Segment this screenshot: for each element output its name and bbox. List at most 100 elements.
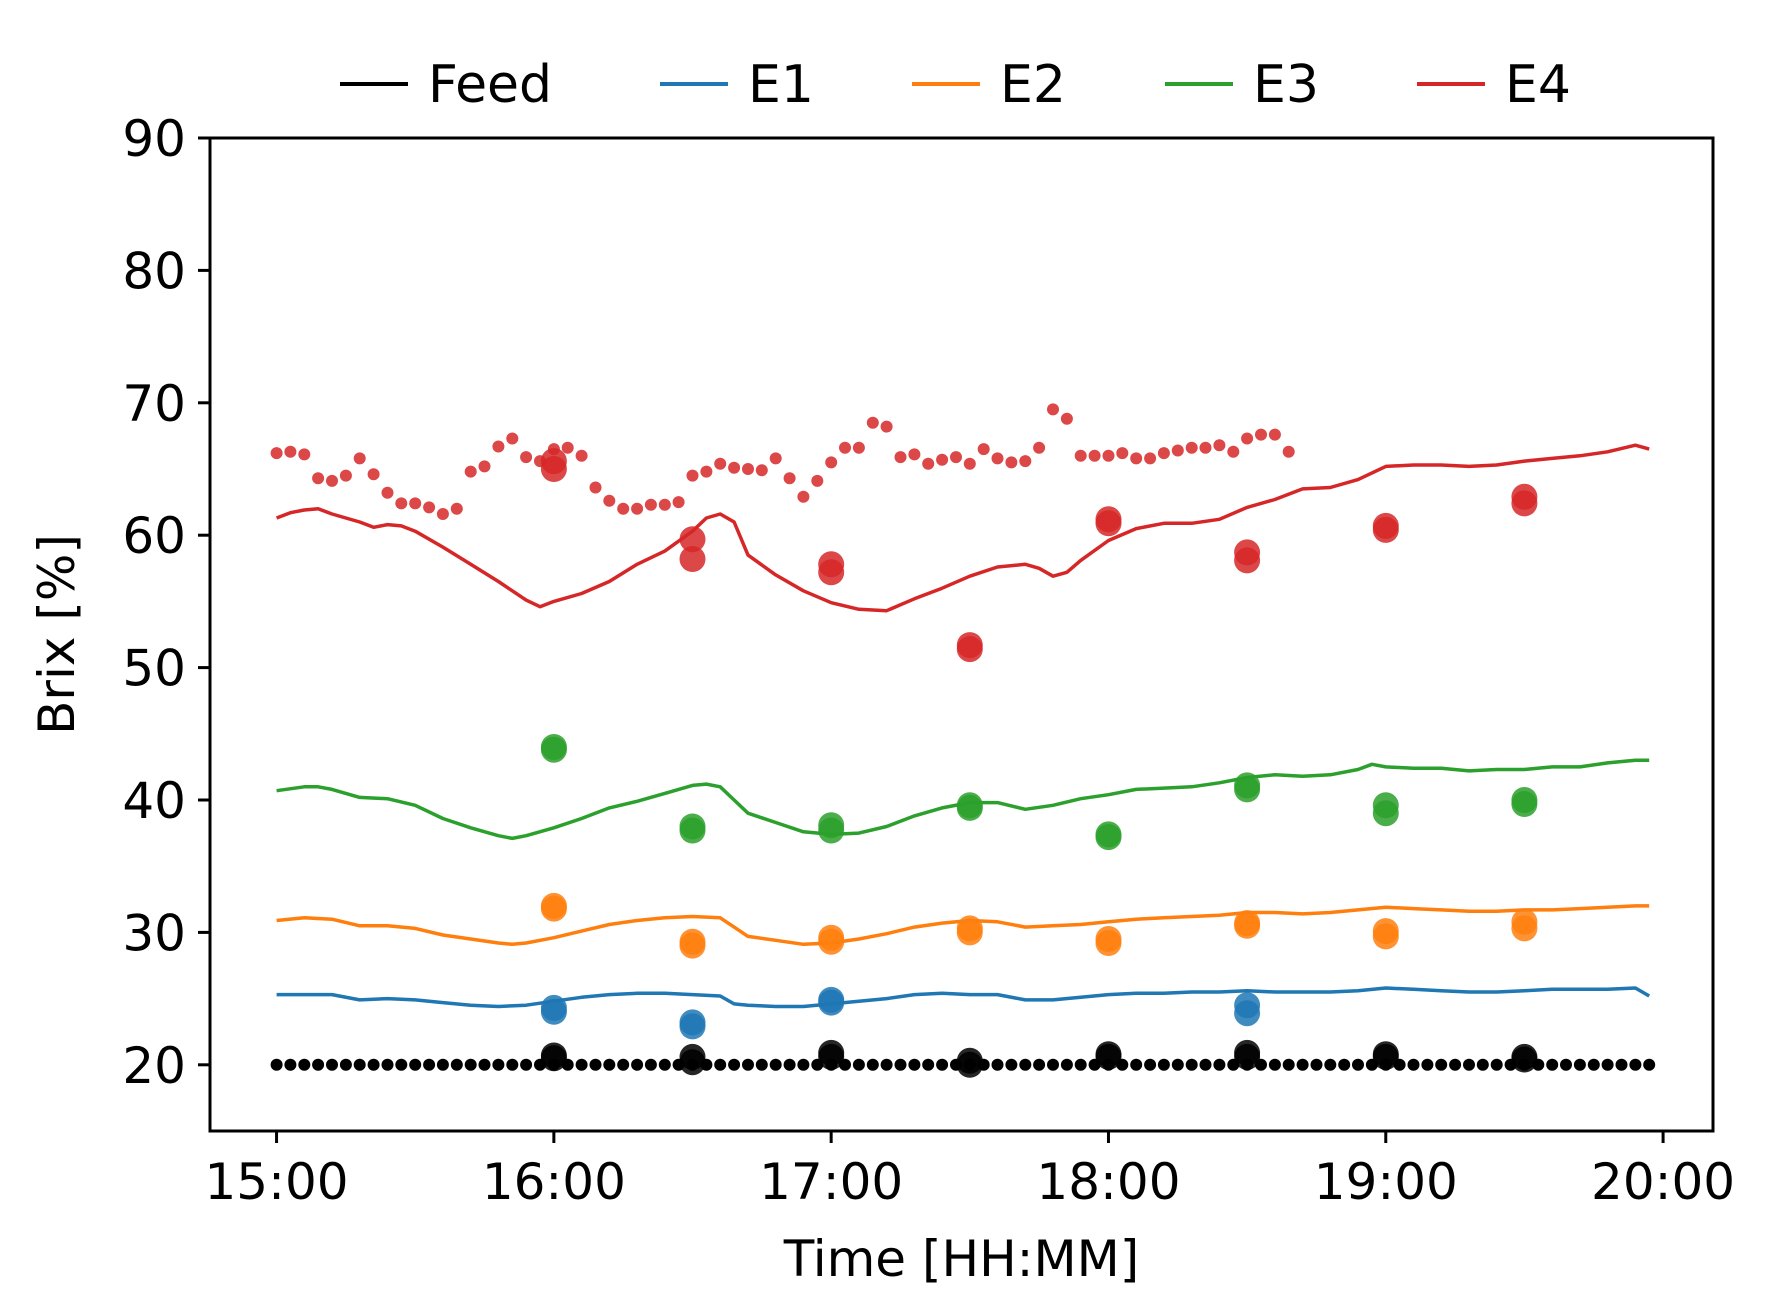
legend-item-e2: E2 bbox=[912, 55, 1066, 115]
setpoint-dot-feed bbox=[617, 1058, 630, 1071]
setpoint-dot-e4 bbox=[1144, 452, 1157, 465]
x-tick-label: 20:00 bbox=[1591, 1153, 1735, 1211]
measurement-point-e4 bbox=[956, 632, 983, 659]
setpoint-dot-feed bbox=[658, 1058, 671, 1071]
setpoint-dot-e4 bbox=[1047, 403, 1059, 416]
setpoint-dot-e4 bbox=[603, 494, 616, 507]
setpoint-dot-feed bbox=[1601, 1058, 1614, 1071]
measurement-point-e2 bbox=[818, 924, 845, 951]
setpoint-dot-feed bbox=[1296, 1058, 1309, 1071]
setpoint-dot-feed bbox=[575, 1058, 588, 1071]
setpoint-dot-feed bbox=[436, 1058, 449, 1071]
setpoint-dot-feed bbox=[312, 1058, 325, 1071]
setpoint-dot-feed bbox=[1560, 1058, 1572, 1071]
y-tick-label: 30 bbox=[122, 904, 186, 962]
measurement-point-feed bbox=[956, 1047, 983, 1074]
setpoint-dot-feed bbox=[1185, 1058, 1198, 1071]
setpoint-dot-e4 bbox=[1060, 412, 1073, 425]
legend-label-feed: Feed bbox=[428, 55, 552, 115]
setpoint-dot-e4 bbox=[617, 502, 630, 515]
legend-label-e4: E4 bbox=[1505, 55, 1571, 115]
setpoint-dot-e4 bbox=[852, 441, 865, 454]
setpoint-dot-e4 bbox=[908, 448, 921, 461]
setpoint-dot-feed bbox=[1268, 1058, 1281, 1071]
setpoint-dot-e4 bbox=[1130, 452, 1143, 465]
setpoint-dot-feed bbox=[714, 1058, 727, 1071]
series-e4 bbox=[270, 403, 1650, 663]
setpoint-dot-e4 bbox=[1033, 441, 1046, 454]
measurement-point-feed bbox=[540, 1042, 567, 1069]
y-tick-label: 20 bbox=[122, 1037, 186, 1095]
setpoint-dot-e4 bbox=[436, 508, 449, 520]
setpoint-dot-e4 bbox=[742, 463, 754, 475]
setpoint-dot-feed bbox=[644, 1058, 657, 1071]
legend-item-feed: Feed bbox=[340, 55, 552, 115]
measurement-point-e2 bbox=[956, 915, 983, 942]
y-tick-label: 80 bbox=[122, 242, 186, 300]
setpoint-dot-feed bbox=[464, 1058, 477, 1071]
setpoint-dot-feed bbox=[298, 1058, 311, 1071]
setpoint-dot-e4 bbox=[1171, 444, 1184, 457]
measurement-point-e3 bbox=[818, 812, 845, 839]
series-line-e4 bbox=[275, 443, 1650, 613]
measurement-point-feed bbox=[1511, 1043, 1538, 1070]
setpoint-dot-feed bbox=[1171, 1058, 1184, 1071]
setpoint-dot-feed bbox=[755, 1058, 768, 1071]
x-axis: 15:00 16:00 17:00 18:00 19:00 20:00 bbox=[205, 1131, 1735, 1211]
setpoint-dot-feed bbox=[631, 1058, 644, 1071]
setpoint-dot-feed bbox=[1144, 1058, 1157, 1071]
setpoint-dot-e4 bbox=[367, 468, 380, 481]
setpoint-dot-feed bbox=[270, 1058, 283, 1071]
series-line-e1 bbox=[276, 986, 1651, 1009]
setpoint-dot-feed bbox=[1587, 1058, 1600, 1071]
setpoint-dot-e4 bbox=[894, 451, 907, 464]
setpoint-dot-feed bbox=[1213, 1058, 1226, 1071]
setpoint-dot-e4 bbox=[977, 443, 990, 456]
plot-area bbox=[270, 403, 1656, 1078]
setpoint-dot-e4 bbox=[714, 457, 727, 470]
setpoint-dot-feed bbox=[1629, 1058, 1642, 1071]
setpoint-dot-feed bbox=[742, 1058, 754, 1071]
series-line-e3 bbox=[276, 758, 1650, 841]
setpoint-dot-feed bbox=[1033, 1058, 1046, 1071]
measurement-point-e4 bbox=[818, 551, 845, 578]
measurement-point-e2 bbox=[679, 928, 706, 955]
legend-item-e4: E4 bbox=[1417, 55, 1571, 115]
plot-frame bbox=[208, 136, 1715, 1133]
measurement-point-e4 bbox=[679, 526, 706, 553]
setpoint-dot-e4 bbox=[783, 472, 796, 485]
x-tick-label: 18:00 bbox=[1036, 1153, 1180, 1211]
setpoint-dot-e4 bbox=[326, 474, 338, 487]
measurement-point-e2 bbox=[1511, 908, 1538, 935]
measurement-point-e3 bbox=[1095, 821, 1122, 848]
setpoint-dot-feed bbox=[769, 1058, 782, 1071]
measurement-point-e4 bbox=[1372, 512, 1399, 539]
setpoint-dot-e4 bbox=[644, 498, 657, 511]
setpoint-dot-feed bbox=[1157, 1058, 1170, 1071]
setpoint-dot-e4 bbox=[1227, 445, 1240, 458]
measurement-point-e1 bbox=[818, 986, 845, 1013]
setpoint-dot-e4 bbox=[1213, 439, 1226, 452]
x-axis-label: Time [HH:MM] bbox=[783, 1230, 1140, 1288]
measurement-point-e4 bbox=[1095, 506, 1122, 533]
setpoint-dot-e4 bbox=[811, 474, 824, 487]
setpoint-dot-e4 bbox=[728, 461, 741, 474]
setpoint-dot-feed bbox=[922, 1058, 935, 1071]
setpoint-dot-feed bbox=[1199, 1058, 1212, 1071]
setpoint-dot-feed bbox=[852, 1058, 865, 1071]
series-e2 bbox=[276, 892, 1650, 959]
setpoint-dot-e4 bbox=[936, 453, 949, 466]
setpoint-dot-feed bbox=[409, 1058, 422, 1071]
setpoint-dot-feed bbox=[1643, 1058, 1656, 1071]
setpoint-dot-e4 bbox=[1157, 447, 1170, 460]
setpoint-dot-e4 bbox=[589, 481, 602, 494]
setpoint-dot-e4 bbox=[1116, 447, 1129, 460]
legend-label-e1: E1 bbox=[748, 55, 814, 115]
setpoint-dot-e4 bbox=[284, 445, 297, 458]
setpoint-dot-feed bbox=[1546, 1058, 1559, 1071]
measurement-point-feed bbox=[1234, 1039, 1261, 1066]
setpoint-dot-e4 bbox=[575, 449, 588, 462]
setpoint-dot-e4 bbox=[1199, 441, 1212, 454]
